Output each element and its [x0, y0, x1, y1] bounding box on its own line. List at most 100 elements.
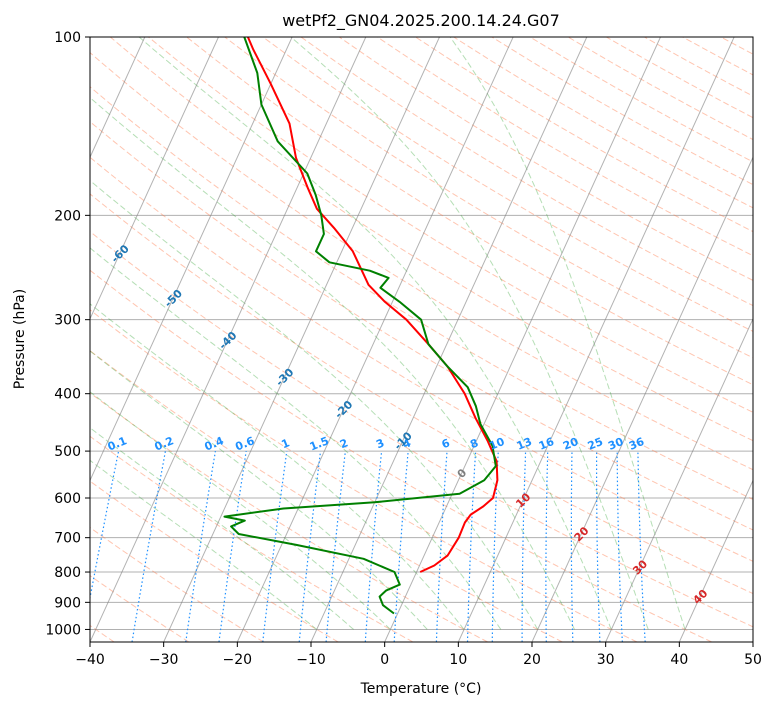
isotherm-label: -20 [332, 398, 355, 421]
isotherm-line [531, 156, 753, 642]
moist-adiabat [90, 96, 576, 630]
isotherm-line [384, 37, 661, 642]
mixing-ratio-line [393, 451, 409, 642]
isotherm-line [90, 37, 293, 482]
moist-adiabats [90, 37, 686, 630]
mixing-ratio-label: 30 [606, 435, 625, 453]
mixing-ratio-line [185, 451, 216, 642]
mixing-ratio-label: 36 [627, 435, 646, 453]
dry-adiabat [90, 574, 190, 642]
x-tick-label: 0 [380, 652, 389, 668]
plot-frame [89, 36, 754, 643]
dry-adiabat [224, 37, 753, 359]
y-tick-label: 500 [54, 444, 81, 460]
mixing-ratio-label: 13 [515, 435, 534, 453]
dry-adiabat [759, 37, 775, 642]
dry-adiabat [90, 156, 753, 562]
x-tick-label: 50 [744, 652, 762, 668]
skewed-isotherms [0, 37, 753, 642]
mixing-ratio-line [131, 450, 166, 642]
dry-adiabat [109, 37, 753, 442]
profile-series [223, 37, 499, 615]
y-axis-label: Pressure (hPa) [12, 289, 28, 389]
warm-isotherm-label: 40 [690, 587, 710, 607]
isotherm-line [0, 37, 71, 642]
warm-isotherm-label: 20 [572, 524, 592, 544]
isotherm-label: -10 [392, 429, 415, 452]
mixing-ratio-line [325, 451, 346, 642]
dry-adiabat [148, 37, 753, 413]
x-tick-label: −20 [223, 652, 253, 668]
x-tick-label: −10 [296, 652, 326, 668]
isotherm-line [310, 37, 588, 642]
x-tick-label: 30 [597, 652, 615, 668]
x-tick-label: −40 [75, 652, 105, 668]
y-tick-label: 900 [54, 595, 81, 611]
dry-adiabat [186, 37, 753, 386]
isotherm-label: -30 [273, 366, 296, 389]
moist-adiabat [90, 247, 502, 630]
dry-adiabat [300, 37, 753, 307]
moist-adiabat [90, 459, 318, 630]
isotherm-line [752, 640, 753, 642]
dry-adiabat [90, 392, 488, 642]
pressure-gridlines [90, 36, 753, 630]
mixing-ratio-line [298, 451, 322, 642]
dry-adiabats [90, 37, 775, 642]
mixing-ratio-line [637, 451, 646, 642]
dry-adiabat [90, 193, 753, 595]
moist-adiabat [138, 37, 612, 630]
dry-adiabat [90, 269, 712, 642]
dry-adiabat [90, 120, 753, 531]
dry-adiabat [606, 37, 753, 119]
isotherm-line [678, 479, 753, 642]
isotherm-label: -80 [0, 156, 23, 179]
moist-adiabat [90, 303, 465, 630]
mixing-ratio-label: 16 [537, 435, 556, 453]
warm-isotherm-label: 10 [513, 490, 533, 510]
isotherm-label: -50 [162, 287, 185, 310]
y-tick-label: 600 [54, 491, 81, 507]
y-tick-label: 1000 [45, 622, 81, 638]
isotherm-line [457, 37, 735, 642]
moist-adiabat [90, 391, 391, 630]
dry-adiabat [682, 37, 753, 76]
mixing-ratio-label: 6 [440, 436, 452, 451]
moist-adiabat [90, 427, 354, 630]
dewpoint-profile-line [223, 37, 497, 615]
mixing-ratio-line [616, 451, 623, 642]
moist-adiabat [290, 37, 649, 630]
mixing-ratio-line [545, 451, 549, 642]
y-tick-label: 300 [54, 313, 81, 329]
dry-adiabat [491, 37, 753, 186]
mixing-ratio-label: 1 [280, 436, 292, 451]
isotherm-line [90, 37, 367, 642]
mixing-ratio-label: 10 [487, 435, 506, 453]
x-tick-label: 10 [449, 652, 467, 668]
y-tick-label: 400 [54, 387, 81, 403]
isotherm-line [605, 317, 753, 642]
mixing-ratio-line [595, 451, 601, 642]
y-tick-label: 800 [54, 565, 81, 581]
dry-adiabat [338, 37, 753, 281]
mixing-ratio-label: 25 [586, 435, 605, 453]
dry-adiabat [529, 37, 753, 163]
y-tick-label: 200 [54, 208, 81, 224]
isotherm-line [90, 37, 146, 159]
mixing-ratio-lines [90, 450, 646, 642]
mixing-ratio-label: 8 [468, 436, 480, 451]
moist-adiabat [90, 179, 539, 630]
mixing-ratio-line [435, 451, 448, 642]
dry-adiabat [90, 480, 339, 642]
mixing-ratio-label: 3 [374, 436, 386, 451]
isotherm-line [90, 37, 219, 321]
dry-adiabat [720, 37, 753, 55]
warm-isotherm-label: 30 [630, 557, 650, 577]
isopleth-labels: 0.10.20.40.611.52346810131620253036-100-… [0, 156, 711, 607]
moist-adiabat [449, 37, 686, 630]
y-tick-label: 700 [54, 531, 81, 547]
x-tick-label: 40 [670, 652, 688, 668]
mixing-ratio-line [570, 451, 574, 642]
mixing-ratio-line [262, 451, 288, 642]
